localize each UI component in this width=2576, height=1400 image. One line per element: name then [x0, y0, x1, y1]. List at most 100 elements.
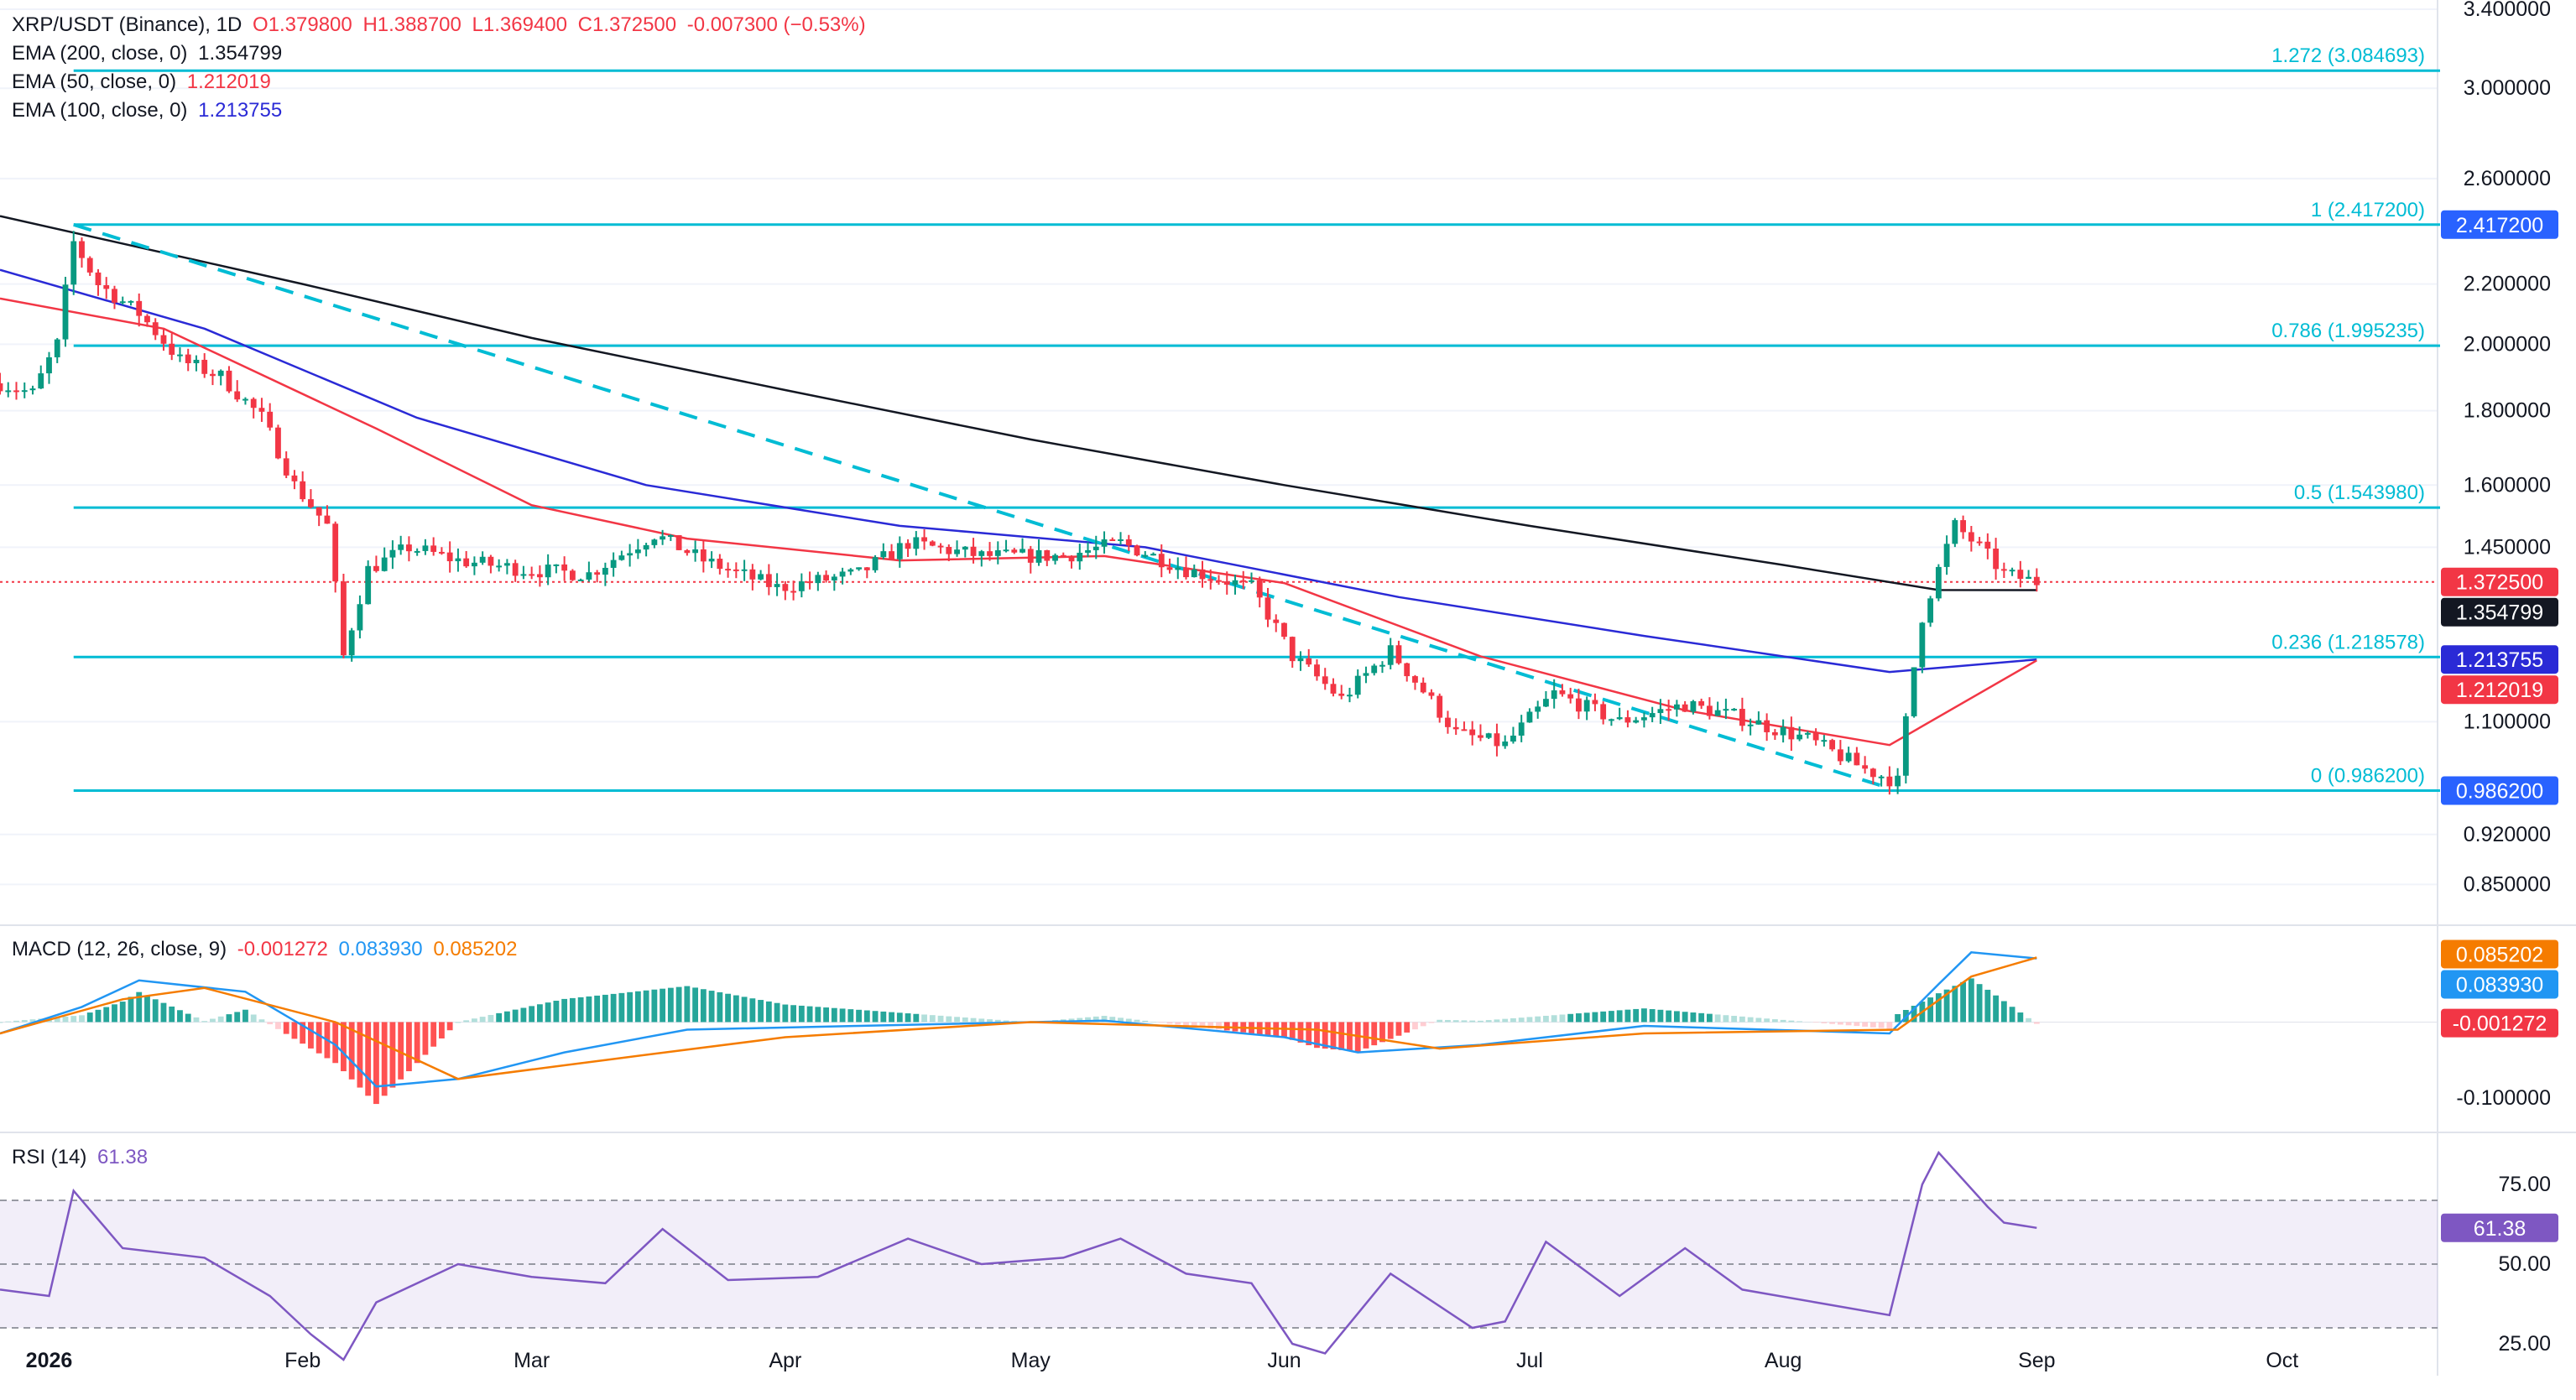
macd-histogram-bar	[1682, 1012, 1688, 1023]
candle-body	[1265, 597, 1271, 620]
macd-histogram-bar	[1600, 1011, 1607, 1023]
macd-histogram-bar	[1175, 1022, 1181, 1025]
macd-histogram-bar	[1412, 1022, 1418, 1030]
candle-body	[1256, 580, 1263, 598]
macd-histogram-bar	[357, 1022, 363, 1088]
macd-histogram-bar	[577, 997, 584, 1023]
candle-body	[1984, 541, 1991, 549]
price-tick-label: 2.000000	[2464, 332, 2551, 356]
candle-body	[1567, 694, 1574, 699]
candle-body	[1804, 732, 1811, 735]
candle-body	[1183, 567, 1189, 578]
macd-histogram-bar	[610, 993, 617, 1023]
macd-histogram-bar	[398, 1022, 404, 1080]
macd-histogram-bar	[1976, 984, 1983, 1023]
fib-level-label: 1.272 (3.084693)	[2271, 44, 2425, 67]
macd-histogram-bar	[708, 991, 715, 1023]
candle-body	[1125, 539, 1132, 546]
candle-body	[226, 370, 232, 392]
candle-body	[160, 335, 167, 344]
price-tick-label: 2.600000	[2464, 167, 2551, 190]
macd-histogram-bar	[1706, 1013, 1713, 1023]
candle-body	[1134, 545, 1140, 556]
macd-signal-line	[0, 956, 2037, 1080]
candle-body	[758, 574, 764, 580]
macd-histogram-bar	[258, 1019, 265, 1023]
candle-body	[1583, 700, 1590, 712]
candle-body	[660, 536, 666, 540]
macd-histogram-bar	[1207, 1022, 1214, 1029]
macd-histogram-bar	[1666, 1010, 1672, 1023]
macd-histogram-bar	[823, 1007, 829, 1023]
macd-histogram-bar	[1927, 997, 1934, 1023]
candle-body	[1919, 622, 1926, 668]
macd-histogram-bar	[5, 1021, 12, 1023]
price-tick-label: 3.000000	[2464, 76, 2551, 100]
macd-histogram-bar	[79, 1015, 85, 1023]
candle-body	[856, 567, 862, 570]
macd-badge: 0.083930	[2456, 973, 2543, 997]
macd-histogram-bar	[896, 1012, 903, 1023]
candle-body	[1911, 667, 1917, 716]
macd-histogram-bar	[815, 1007, 821, 1023]
macd-histogram-bar	[774, 1002, 780, 1023]
candle-body	[422, 545, 429, 551]
macd-histogram-bar	[341, 1022, 347, 1072]
candle-body	[1510, 735, 1516, 742]
ema50-legend: EMA (50, close, 0) 1.212019	[12, 70, 276, 94]
candle-body	[725, 569, 732, 571]
macd-histogram-bar	[62, 1016, 69, 1023]
macd-histogram-bar	[1984, 989, 1991, 1023]
macd-histogram-bar	[250, 1014, 257, 1023]
candle-body	[488, 556, 494, 566]
candle-body	[569, 570, 576, 580]
candle-body	[1044, 549, 1051, 561]
symbol-title: XRP/USDT (Binance), 1D	[12, 13, 242, 36]
trendline[interactable]	[73, 222, 1890, 790]
candle-body	[692, 549, 699, 554]
candle-body	[1199, 569, 1206, 580]
macd-badge: -0.001272	[2453, 1012, 2547, 1036]
candle-body	[1649, 713, 1656, 718]
macd-histogram-bar	[536, 1004, 543, 1023]
macd-histogram-bar	[160, 1002, 167, 1023]
macd-histogram-bar	[725, 993, 732, 1023]
candle-body	[300, 481, 306, 500]
macd-histogram-bar	[1796, 1021, 1803, 1023]
candle-body	[815, 575, 821, 584]
macd-histogram-bar	[13, 1020, 19, 1023]
price-badge: 1.354799	[2456, 601, 2543, 625]
candle-body	[962, 546, 968, 550]
candle-body	[1216, 580, 1222, 582]
macd-histogram-bar	[994, 1019, 1001, 1023]
candle-body	[217, 370, 224, 377]
candle-body	[1232, 580, 1238, 586]
candle-body	[1551, 690, 1557, 700]
macd-histogram-bar	[889, 1012, 894, 1023]
macd-histogram-bar	[561, 998, 568, 1023]
candle-body	[1837, 749, 1843, 762]
macd-histogram-bar	[414, 1022, 420, 1064]
price-tick-label: 0.850000	[2464, 872, 2551, 896]
candle-body	[1109, 539, 1116, 542]
candle-body	[1469, 729, 1476, 736]
macd-histogram-bar	[463, 1020, 470, 1023]
macd-label: MACD (12, 26, close, 9)	[12, 938, 227, 960]
macd-histogram-bar	[210, 1018, 216, 1023]
macd-histogram-bar	[1723, 1015, 1729, 1023]
candle-body	[586, 572, 592, 580]
candle-body	[1968, 532, 1974, 542]
candle-body	[1812, 732, 1819, 741]
macd-histogram-bar	[365, 1022, 372, 1096]
candle-body	[324, 515, 331, 524]
macd-histogram-bar	[1845, 1022, 1852, 1026]
candle-body	[1412, 676, 1418, 683]
macd-histogram-bar	[929, 1015, 936, 1023]
macd-histogram-bar	[217, 1016, 224, 1023]
macd-histogram-bar	[741, 997, 748, 1023]
macd-histogram-bar	[660, 988, 666, 1023]
macd-histogram-bar	[1960, 981, 1967, 1023]
candle-body	[978, 551, 985, 556]
